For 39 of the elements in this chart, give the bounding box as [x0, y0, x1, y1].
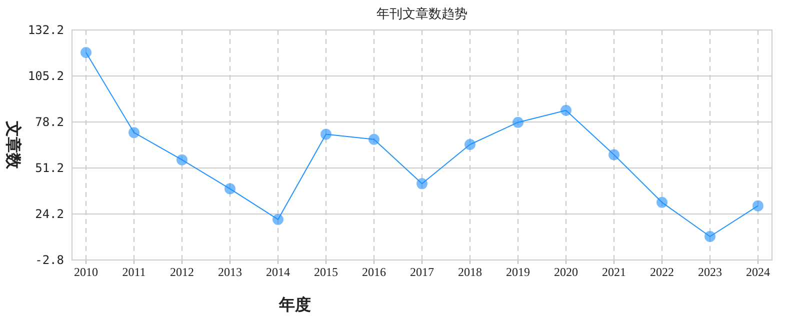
- point: [464, 138, 476, 150]
- point: [560, 104, 572, 116]
- point: [272, 214, 284, 225]
- x-tick-label: 2015: [314, 265, 338, 279]
- x-tick-label: 2016: [362, 265, 386, 279]
- x-axis-title: 年度: [278, 295, 311, 314]
- x-tick-label: 2011: [122, 265, 146, 279]
- x-tick-label: 2014: [266, 265, 290, 279]
- point: [752, 200, 764, 212]
- x-tick-label: 2013: [218, 265, 242, 279]
- point: [704, 230, 716, 242]
- point: [512, 116, 524, 128]
- x-tick-label: 2019: [506, 265, 530, 279]
- x-tick-label: 2020: [554, 265, 578, 279]
- x-tick-label: 2012: [170, 265, 194, 279]
- y-tick-label: 132.2: [28, 23, 64, 37]
- point: [80, 46, 92, 58]
- x-tick-label: 2018: [458, 265, 482, 279]
- x-tick-label: 2021: [602, 265, 626, 279]
- point: [320, 128, 332, 140]
- point: [176, 154, 188, 166]
- y-tick-label: -2.8: [35, 253, 64, 267]
- point: [224, 183, 236, 194]
- y-axis-title: 文章数: [4, 120, 22, 170]
- y-tick-label: 24.2: [35, 207, 64, 221]
- point: [416, 178, 428, 190]
- y-tick-label: 78.2: [35, 115, 64, 129]
- y-tick-label: 51.2: [35, 161, 64, 175]
- x-tick-label: 2010: [74, 265, 98, 279]
- point: [608, 149, 620, 160]
- x-tick-label: 2022: [650, 265, 674, 279]
- chart-title: 年刊文章数趋势: [376, 6, 468, 21]
- x-tick-label: 2024: [746, 265, 770, 279]
- point: [368, 134, 380, 145]
- x-tick-label: 2017: [410, 265, 434, 279]
- point: [128, 127, 140, 138]
- y-tick-label: 105.2: [28, 69, 64, 83]
- x-tick-label: 2023: [698, 265, 722, 279]
- point: [656, 196, 668, 208]
